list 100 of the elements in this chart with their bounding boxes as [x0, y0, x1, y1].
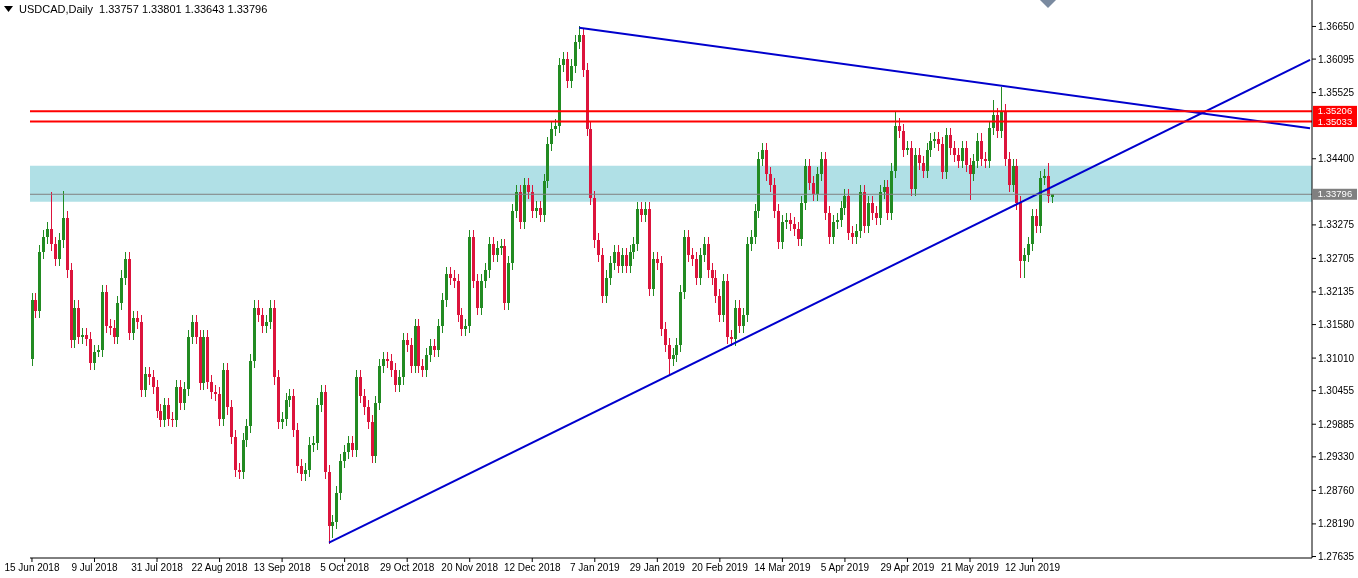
x-tick-label: 29 Jan 2019	[629, 562, 686, 574]
candlestick	[191, 314, 194, 345]
candlestick	[363, 388, 366, 416]
candlestick	[261, 307, 264, 334]
candlestick	[343, 444, 346, 469]
candlestick	[695, 251, 698, 286]
candlestick	[961, 140, 964, 169]
x-tick-label: 5 Oct 2018	[320, 562, 370, 574]
candlestick	[750, 229, 753, 252]
candlestick	[484, 262, 487, 289]
candlestick	[761, 142, 764, 167]
candlestick	[390, 353, 393, 378]
candlestick	[42, 229, 45, 260]
candlestick	[269, 299, 272, 330]
candlestick	[898, 117, 901, 139]
candlestick	[625, 247, 628, 274]
candlestick	[382, 351, 385, 374]
candlestick	[300, 458, 303, 482]
chart-title: USDCAD,Daily 1.33757 1.33801 1.33643 1.33796	[19, 3, 268, 15]
candlestick	[1012, 158, 1015, 193]
candlestick	[113, 319, 116, 345]
candlestick	[93, 344, 96, 371]
candlestick	[34, 292, 37, 319]
x-tick-label: 7 Jan 2019	[570, 562, 620, 574]
candlestick	[738, 299, 741, 334]
y-tick-label: 1.34400	[1318, 153, 1355, 165]
candlestick	[875, 205, 878, 226]
candlestick	[922, 155, 925, 179]
candlestick	[285, 392, 288, 427]
ref-line-label: 1.35206	[1317, 105, 1353, 117]
candlestick	[820, 151, 823, 182]
y-tick-label: 1.32705	[1318, 252, 1355, 264]
candlestick	[789, 212, 792, 232]
candlestick	[1035, 208, 1038, 234]
x-tick-label: 20 Feb 2019	[691, 562, 749, 574]
candlestick	[664, 321, 667, 353]
candlestick	[398, 369, 401, 393]
candlestick	[969, 157, 972, 201]
ref-line-label: 1.35033	[1317, 115, 1353, 127]
y-tick-label: 1.28760	[1318, 484, 1355, 496]
candlestick	[550, 121, 553, 152]
candlestick	[699, 247, 702, 286]
x-tick-label: 15 Jun 2018	[4, 562, 60, 574]
y-tick-label: 1.31010	[1318, 352, 1355, 364]
y-tick-label: 1.36095	[1318, 53, 1355, 65]
candlestick	[937, 131, 940, 152]
x-tick-label: 31 Jul 2018	[131, 562, 184, 574]
y-tick-label: 1.35525	[1318, 87, 1355, 99]
candlestick	[195, 314, 198, 345]
candlestick	[124, 251, 127, 286]
candlestick	[812, 175, 815, 202]
candlestick	[578, 25, 581, 50]
candlestick	[570, 58, 573, 89]
candlestick	[562, 51, 565, 73]
candlestick	[781, 214, 784, 250]
candlestick	[62, 190, 65, 249]
candlestick	[406, 332, 409, 353]
candlestick	[718, 288, 721, 323]
candlestick	[421, 358, 424, 378]
candlestick	[183, 381, 186, 411]
candlestick	[808, 158, 811, 191]
y-tick-label: 1.29885	[1318, 418, 1355, 430]
candlestick	[429, 338, 432, 363]
candlestick	[50, 191, 53, 252]
x-tick-label: 29 Apr 2019	[880, 562, 935, 574]
candlestick	[980, 132, 983, 167]
candlestick	[531, 184, 534, 219]
candlestick	[687, 229, 690, 263]
candlestick	[644, 201, 647, 223]
candlestick	[179, 379, 182, 411]
candlestick	[144, 366, 147, 398]
candlestick	[918, 147, 921, 171]
candlestick	[1027, 236, 1030, 263]
ref-line-label: 1.33796	[1317, 188, 1353, 200]
candlestick	[515, 184, 518, 219]
candlestick	[976, 132, 979, 169]
candlestick	[320, 384, 323, 413]
candlestick	[367, 399, 370, 430]
candlestick	[257, 299, 260, 323]
candlestick	[492, 236, 495, 263]
candlestick	[58, 232, 61, 267]
candlestick	[902, 123, 905, 158]
candlestick	[703, 236, 706, 263]
candlestick	[640, 201, 643, 223]
candlestick	[46, 221, 49, 245]
x-tick-label: 9 Jul 2018	[71, 562, 118, 574]
y-tick-label: 1.32135	[1318, 286, 1355, 298]
x-tick-label: 22 Aug 2018	[191, 562, 249, 574]
candlestick	[867, 195, 870, 234]
y-tick-label: 1.27635	[1318, 551, 1355, 563]
candlestick	[566, 51, 569, 89]
candlestick	[394, 362, 397, 393]
x-tick-label: 12 Jun 2019	[1005, 562, 1061, 574]
candlestick	[855, 223, 858, 245]
candlestick	[136, 310, 139, 330]
candlestick	[617, 244, 620, 274]
candlestick	[496, 240, 499, 263]
candlestick	[351, 435, 354, 458]
y-tick-label: 1.31580	[1318, 319, 1355, 331]
candlestick	[621, 247, 624, 274]
